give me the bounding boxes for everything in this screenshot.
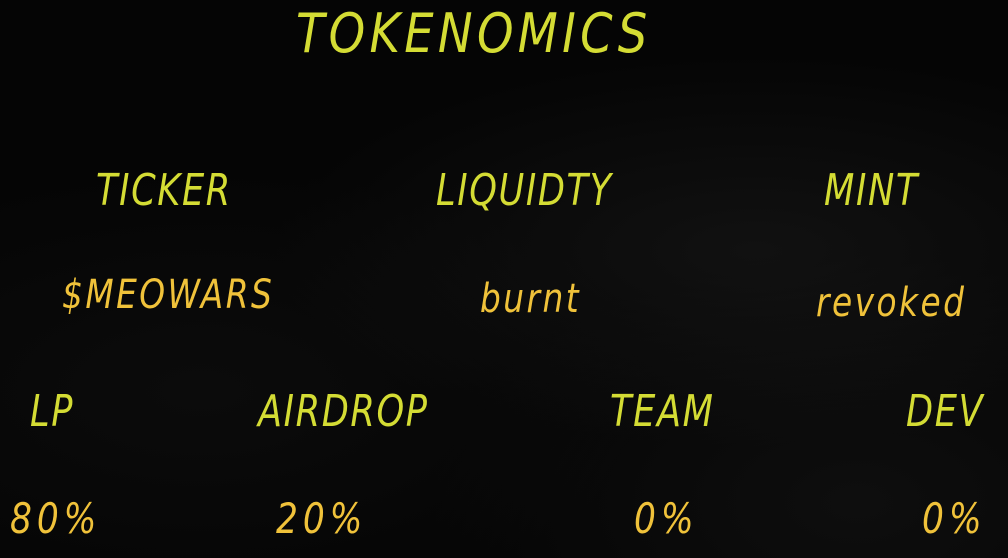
dev-value: 0%: [922, 494, 987, 543]
mint-label: MINT: [824, 165, 919, 216]
liquidity-label: LIQUIDTY: [436, 165, 613, 216]
page-title: TOKENOMICS: [296, 2, 652, 65]
liquidity-value: burnt: [480, 276, 582, 322]
airdrop-label: AIRDROP: [258, 386, 429, 437]
lp-label: LP: [30, 386, 75, 437]
ticker-value: $MEOWARS: [62, 272, 275, 318]
lp-value: 80%: [10, 494, 102, 543]
airdrop-value: 20%: [276, 494, 368, 543]
dev-label: DEV: [906, 386, 985, 437]
team-value: 0%: [634, 494, 699, 543]
mint-value: revoked: [816, 280, 967, 326]
team-label: TEAM: [610, 386, 715, 437]
ticker-label: TICKER: [96, 165, 232, 216]
